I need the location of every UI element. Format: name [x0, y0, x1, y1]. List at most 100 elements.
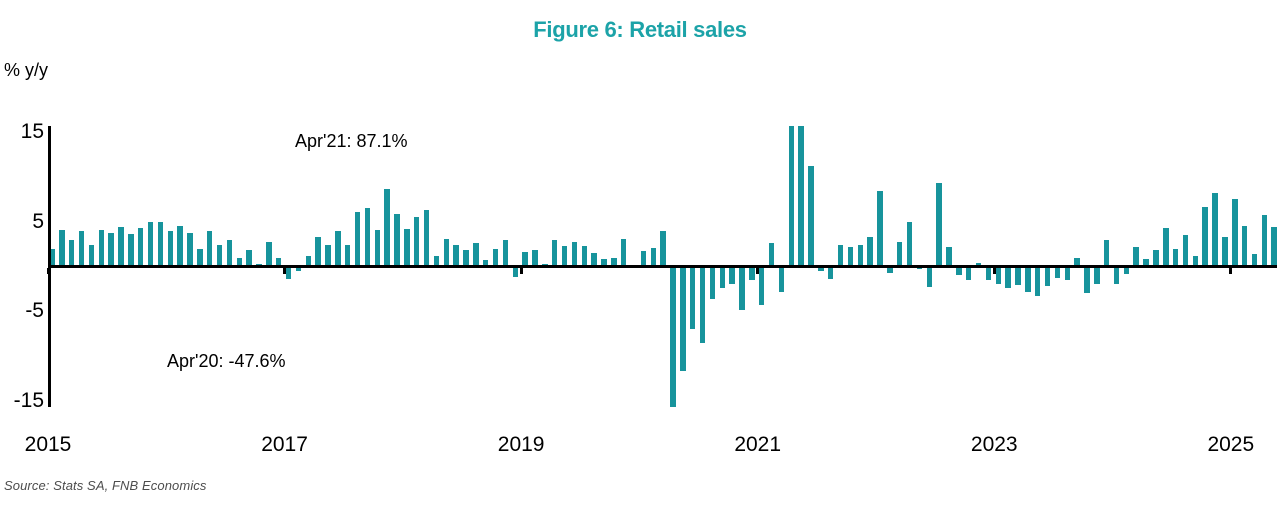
bar: [413, 217, 420, 267]
bar: [128, 234, 134, 267]
bar: [601, 259, 607, 267]
bar: [137, 227, 144, 267]
bar: [266, 242, 272, 267]
bar: [1064, 266, 1070, 280]
x-axis-tick: [1229, 268, 1233, 274]
bar: [147, 221, 154, 267]
bar: [1261, 215, 1268, 267]
bar: [364, 208, 371, 267]
bar: [236, 258, 243, 267]
bar: [463, 250, 469, 267]
bar: [512, 266, 519, 278]
bar: [206, 230, 213, 267]
bar: [591, 253, 597, 267]
bar: [660, 231, 666, 267]
bar: [453, 244, 459, 267]
bar: [1133, 246, 1139, 267]
x-axis-year-label: 2023: [970, 433, 1018, 456]
bar: [167, 230, 174, 267]
bar: [788, 126, 794, 267]
bar: [798, 126, 804, 267]
source-note: Source: Stats SA, FNB Economics: [4, 478, 207, 493]
x-axis-year-label: 2025: [1207, 433, 1255, 456]
bar: [818, 266, 824, 271]
bar: [1005, 266, 1011, 289]
bar: [758, 266, 765, 306]
bar: [1172, 249, 1179, 267]
bar: [49, 248, 55, 267]
bar: [896, 242, 903, 267]
bar: [108, 233, 114, 267]
bar: [581, 245, 588, 267]
bar: [827, 266, 834, 280]
bar: [768, 243, 775, 267]
bar: [926, 266, 932, 288]
bar: [1143, 259, 1149, 267]
bar: [956, 266, 962, 276]
bar: [857, 244, 863, 267]
x-axis-tick: [46, 268, 50, 274]
bar: [749, 266, 755, 280]
bar: [532, 250, 538, 267]
x-axis-tick: [519, 268, 523, 274]
bar: [502, 240, 509, 267]
bar: [680, 266, 686, 371]
bar: [246, 250, 252, 267]
bar: [226, 240, 233, 267]
bar: [551, 240, 558, 267]
bar: [423, 209, 430, 267]
x-axis-year-label: 2019: [497, 433, 545, 456]
bar: [640, 251, 647, 267]
bar: [68, 240, 75, 267]
annotation-peak: Apr'21: 87.1%: [295, 131, 408, 151]
bar: [374, 229, 381, 267]
bar: [847, 246, 854, 267]
bar: [197, 249, 203, 267]
bar: [1182, 235, 1189, 267]
bar: [1113, 266, 1120, 285]
bar: [946, 246, 952, 267]
bar: [1192, 255, 1199, 267]
bar: [354, 211, 361, 267]
bar: [59, 229, 65, 267]
x-axis-tick: [756, 268, 760, 274]
y-axis-tick-label: 15: [20, 119, 44, 143]
bar: [473, 243, 479, 267]
bar: [887, 266, 893, 273]
bar: [1103, 239, 1110, 267]
bar: [1094, 266, 1100, 285]
bar: [739, 266, 745, 310]
x-axis-year-label: 2017: [261, 433, 308, 456]
y-axis-unit-label: % y/y: [4, 60, 49, 80]
bar: [275, 258, 282, 267]
bar: [315, 236, 321, 267]
bar: [344, 244, 351, 267]
bar: [295, 266, 302, 271]
bar: [433, 255, 440, 267]
x-axis-year-label: 2015: [24, 433, 72, 456]
bar: [571, 242, 578, 267]
bar: [670, 266, 676, 407]
bar: [98, 229, 105, 267]
annotation-trough: Apr'20: -47.6%: [167, 351, 286, 371]
x-axis-tick: [992, 268, 996, 274]
bar: [1123, 266, 1130, 274]
y-axis-tick-label: -5: [25, 299, 44, 323]
y-axis-tick-label: -15: [13, 389, 44, 413]
bar: [492, 248, 499, 267]
bar: [1153, 250, 1159, 267]
bar: [965, 266, 972, 280]
bar: [1163, 227, 1169, 267]
bar: [482, 260, 489, 267]
bar: [729, 266, 735, 285]
bar: [522, 252, 528, 267]
bar: [118, 226, 124, 267]
bar: [285, 266, 292, 280]
bar: [1212, 192, 1218, 267]
bar: [709, 266, 716, 299]
bar: [808, 165, 814, 267]
bar: [305, 255, 312, 267]
bar: [650, 247, 656, 267]
x-axis-zero-line: [48, 265, 1277, 268]
